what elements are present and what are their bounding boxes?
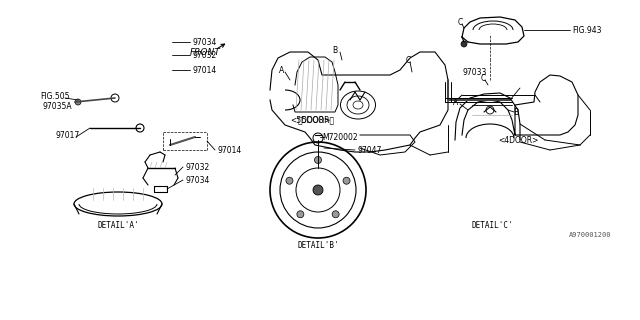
Text: <4DOOR>: <4DOOR> (498, 135, 538, 145)
Text: FIG.505: FIG.505 (40, 92, 70, 100)
Text: 97035A: 97035A (42, 101, 72, 110)
Text: 97033: 97033 (462, 68, 486, 76)
Text: 97032: 97032 (192, 51, 216, 60)
Text: DETAIL'A': DETAIL'A' (97, 220, 139, 229)
Circle shape (313, 185, 323, 195)
Text: 97034: 97034 (192, 37, 216, 46)
Text: 〈5DOOR〉: 〈5DOOR〉 (298, 116, 335, 124)
Text: A: A (280, 66, 285, 75)
Text: FIG.943: FIG.943 (572, 26, 602, 35)
Circle shape (332, 211, 339, 218)
Text: B: B (513, 108, 518, 116)
Circle shape (297, 211, 304, 218)
Text: C: C (405, 55, 411, 65)
Text: A970001200: A970001200 (569, 232, 611, 238)
Text: DETAIL'B': DETAIL'B' (297, 241, 339, 250)
Text: 97047: 97047 (357, 146, 381, 155)
Text: 97032: 97032 (185, 163, 209, 172)
Text: <5DOOR>: <5DOOR> (290, 116, 330, 124)
Text: FRONT: FRONT (190, 47, 221, 57)
Circle shape (75, 99, 81, 105)
Circle shape (286, 177, 293, 184)
Circle shape (343, 177, 350, 184)
Text: M720002: M720002 (322, 132, 358, 141)
Circle shape (461, 41, 467, 47)
Text: 97017: 97017 (55, 131, 79, 140)
Text: C: C (458, 18, 463, 27)
Text: DETAIL'C': DETAIL'C' (471, 220, 513, 229)
Text: B: B (332, 45, 337, 54)
Text: 97014: 97014 (192, 66, 216, 75)
Circle shape (314, 156, 321, 164)
Text: A: A (453, 98, 459, 107)
Text: 97014: 97014 (217, 146, 241, 155)
Text: 97034: 97034 (185, 175, 209, 185)
Text: C: C (481, 74, 486, 83)
